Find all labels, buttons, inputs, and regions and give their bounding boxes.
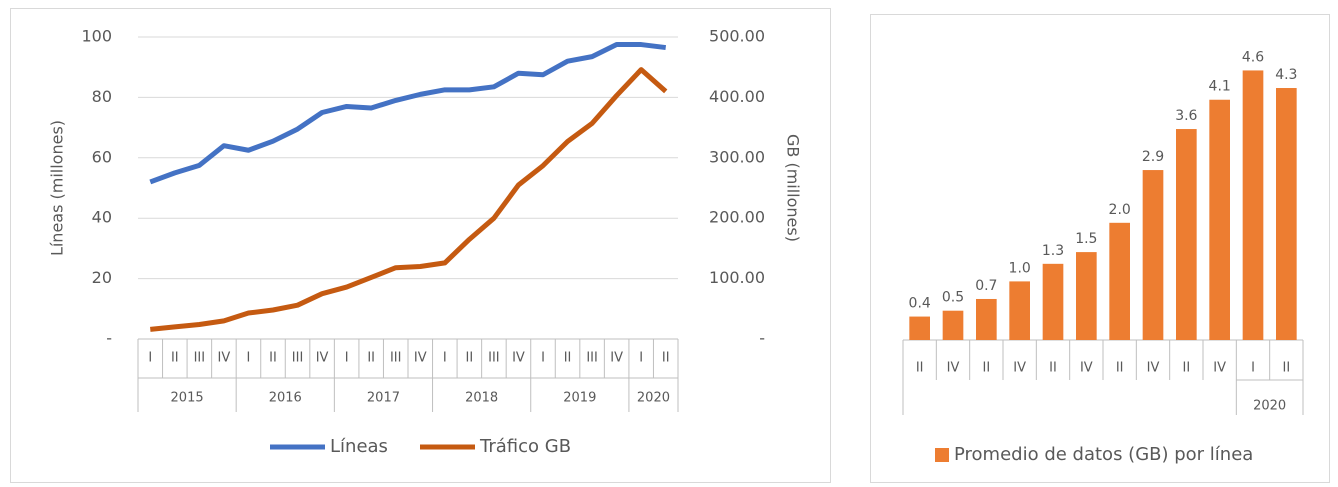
x-group-label: 2020 [1253, 399, 1286, 414]
y-tick-label: 60 [92, 147, 112, 166]
y2-tick-label: - [759, 329, 765, 348]
x-tick-label: II [1282, 361, 1290, 376]
x-tick-label: IV [316, 351, 329, 366]
x-group-label: 2015 [171, 391, 204, 406]
y2-tick-label: 100.00 [709, 268, 765, 287]
x-tick-label: IV [1147, 361, 1160, 376]
x-tick-label: II [367, 351, 375, 366]
data-label: 2.9 [1142, 149, 1164, 165]
x-tick-label: IV [512, 351, 525, 366]
x-tick-label: I [639, 351, 643, 366]
x-tick-label: IV [1213, 361, 1226, 376]
data-label: 3.6 [1175, 108, 1197, 124]
y-axis-title: Líneas (millones) [48, 120, 67, 256]
data-label: 4.1 [1209, 79, 1231, 95]
y-tick-label: - [106, 329, 112, 348]
data-label: 1.0 [1009, 260, 1031, 276]
x-tick-label: I [345, 351, 349, 366]
x-tick-label: I [148, 351, 152, 366]
x-tick-label: III [194, 351, 206, 366]
x-group-label: 2017 [367, 391, 400, 406]
line-series [150, 67, 668, 332]
x-tick-label: II [1182, 361, 1190, 376]
bar [1276, 88, 1297, 341]
line-series [149, 42, 667, 185]
x-tick-label: II [982, 361, 990, 376]
bar [1109, 222, 1130, 340]
chart-frame [10, 8, 831, 483]
x-tick-label: IV [414, 351, 427, 366]
y-tick-label: 100 [81, 27, 112, 46]
data-label: 4.3 [1275, 67, 1297, 83]
x-tick-label: III [390, 351, 402, 366]
x-tick-label: II [916, 361, 924, 376]
x-tick-label: I [443, 351, 447, 366]
x-tick-label: II [662, 351, 670, 366]
legend-swatch [935, 448, 949, 462]
x-tick-label: II [564, 351, 572, 366]
data-label: 0.7 [975, 278, 997, 294]
x-tick-label: IV [1080, 361, 1093, 376]
legend-label: Líneas [330, 436, 388, 457]
x-tick-label: I [541, 351, 545, 366]
bar [1042, 263, 1064, 340]
x-tick-label: II [269, 351, 277, 366]
x-group-label: 2019 [563, 391, 596, 406]
x-tick-label: II [1049, 361, 1057, 376]
data-label: 2.0 [1109, 202, 1131, 218]
x-group-label: 2016 [269, 391, 302, 406]
data-label: 1.5 [1075, 231, 1097, 247]
x-tick-label: III [488, 351, 500, 366]
y2-tick-label: 300.00 [709, 147, 765, 166]
data-label: 0.4 [909, 296, 931, 312]
bar [942, 310, 964, 340]
y-tick-label: 40 [92, 208, 112, 227]
bar [1209, 99, 1230, 341]
x-tick-label: I [247, 351, 251, 366]
x-tick-label: IV [1013, 361, 1026, 376]
y-tick-label: 20 [92, 268, 112, 287]
legend-label: Tráfico GB [479, 436, 571, 457]
bar [1009, 281, 1030, 340]
x-tick-label: II [466, 351, 474, 366]
x-tick-label: III [586, 351, 598, 366]
x-group-label: 2018 [465, 391, 498, 406]
x-tick-label: IV [218, 351, 231, 366]
data-label: 1.3 [1042, 243, 1064, 259]
y2-tick-label: 500.00 [709, 27, 765, 46]
y-tick-label: 80 [92, 87, 112, 106]
bar [1242, 70, 1264, 340]
x-tick-label: I [1251, 361, 1255, 376]
x-tick-label: IV [947, 361, 960, 376]
y2-tick-label: 400.00 [709, 87, 765, 106]
x-tick-label: IV [610, 351, 623, 366]
legend-label: Promedio de datos (GB) por línea [954, 444, 1253, 465]
y2-tick-label: 200.00 [709, 208, 765, 227]
data-label: 0.5 [942, 290, 964, 306]
y2-axis-title: GB (millones) [784, 134, 803, 242]
x-tick-label: III [292, 351, 304, 366]
x-tick-label: II [1116, 361, 1124, 376]
x-group-label: 2020 [637, 391, 670, 406]
bar [1176, 129, 1197, 340]
x-tick-label: II [171, 351, 179, 366]
bar [909, 316, 930, 340]
bar [1142, 170, 1164, 340]
bar [1076, 252, 1097, 340]
data-label: 4.6 [1242, 49, 1264, 65]
bar [976, 298, 997, 340]
